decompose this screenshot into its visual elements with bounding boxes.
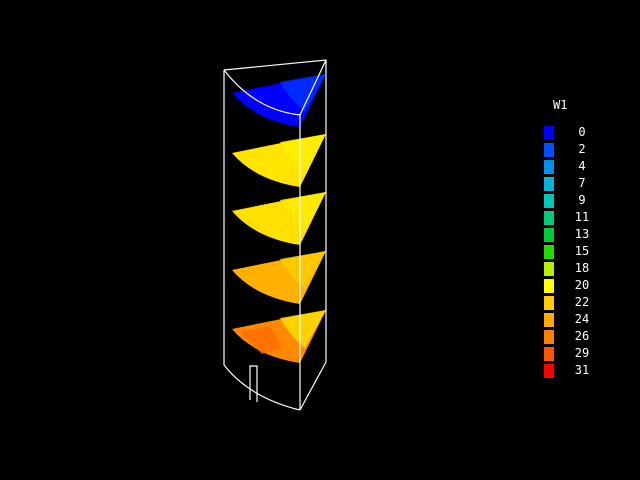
- legend-label: 9: [578, 193, 586, 207]
- legend-label: 29: [574, 346, 590, 360]
- slice-contour-patch: [280, 134, 326, 172]
- legend-entry: 11: [544, 209, 604, 226]
- legend-title: W1: [553, 98, 568, 112]
- legend-swatch: [544, 211, 554, 225]
- legend-swatch: [544, 177, 554, 191]
- legend-swatch: [544, 194, 554, 208]
- legend-entry: 2: [544, 141, 604, 158]
- legend-entry: 7: [544, 175, 604, 192]
- legend-label: 31: [574, 363, 590, 377]
- slice-4: [232, 251, 326, 304]
- legend-label: 0: [578, 125, 586, 139]
- legend-swatch: [544, 228, 554, 242]
- legend-entry: 29: [544, 345, 604, 362]
- legend-swatch: [544, 245, 554, 259]
- legend-swatch: [544, 364, 554, 378]
- legend-swatch: [544, 313, 554, 327]
- legend-swatch: [544, 126, 554, 140]
- slice-contour-patch: [280, 251, 326, 289]
- legend-swatch: [544, 347, 554, 361]
- legend-swatch: [544, 279, 554, 293]
- slice-5: [232, 310, 326, 363]
- slice-hot-patch: [240, 326, 282, 354]
- legend-label: 2: [578, 142, 586, 156]
- legend-entry: 9: [544, 192, 604, 209]
- legend-swatch: [544, 160, 554, 174]
- legend-swatch: [544, 296, 554, 310]
- legend-label: 18: [574, 261, 590, 275]
- color-legend: 0 2 4 7 9 11 13 15 18 20 22 24 26 29 31: [544, 124, 604, 379]
- legend-label: 26: [574, 329, 590, 343]
- legend-entry: 18: [544, 260, 604, 277]
- wireframe-outline: [223, 59, 327, 411]
- legend-entry: 15: [544, 243, 604, 260]
- legend-entry: 31: [544, 362, 604, 379]
- legend-entry: 20: [544, 277, 604, 294]
- legend-swatch: [544, 262, 554, 276]
- legend-label: 13: [574, 227, 590, 241]
- contour-slices: [232, 74, 326, 363]
- legend-entry: 22: [544, 294, 604, 311]
- slice-1: [232, 74, 326, 127]
- legend-label: 15: [574, 244, 590, 258]
- slice-contour-patch: [280, 310, 326, 348]
- legend-swatch: [544, 143, 554, 157]
- legend-entry: 4: [544, 158, 604, 175]
- legend-entry: 13: [544, 226, 604, 243]
- legend-label: 4: [578, 159, 586, 173]
- legend-label: 20: [574, 278, 590, 292]
- legend-label: 24: [574, 312, 590, 326]
- slice-2: [232, 134, 326, 187]
- legend-label: 7: [578, 176, 586, 190]
- legend-label: 11: [574, 210, 590, 224]
- slice-contour-patch: [280, 192, 326, 230]
- legend-swatch: [544, 330, 554, 344]
- legend-entry: 26: [544, 328, 604, 345]
- legend-label: 22: [574, 295, 590, 309]
- legend-entry: 0: [544, 124, 604, 141]
- legend-entry: 24: [544, 311, 604, 328]
- slice-3: [232, 192, 326, 245]
